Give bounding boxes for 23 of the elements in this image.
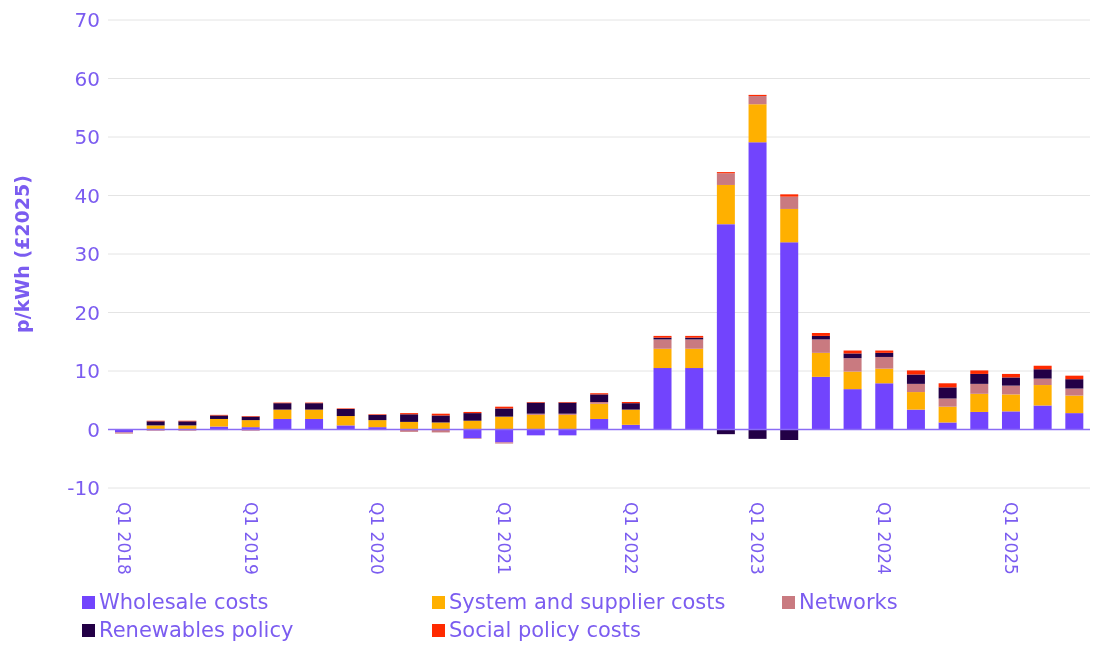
- legend-label: Social policy costs: [449, 618, 641, 642]
- y-tick-label: 0: [87, 417, 100, 442]
- y-tick-label: 60: [74, 66, 100, 91]
- y-tick-label: 70: [74, 8, 100, 33]
- x-tick-label: Q1 2024: [874, 502, 895, 575]
- y-tick-label: 40: [74, 183, 100, 208]
- x-tick-label: Q1 2023: [747, 502, 768, 575]
- legend-label: Wholesale costs: [99, 590, 269, 614]
- x-tick-label: Q1 2021: [493, 502, 514, 575]
- legend-label: Renewables policy: [99, 618, 294, 642]
- x-tick-label: Q1 2022: [620, 502, 641, 575]
- y-tick-label: 20: [74, 300, 100, 325]
- y-tick-label: 50: [74, 125, 100, 150]
- y-tick-label: 10: [74, 359, 100, 384]
- legend-label: Networks: [799, 590, 898, 614]
- x-tick-label: Q1 2020: [367, 502, 388, 575]
- y-tick-label: 30: [74, 242, 100, 267]
- legend-label: System and supplier costs: [449, 590, 726, 614]
- y-axis-title: p/kWh (£2025): [10, 175, 33, 333]
- x-tick-label: Q1 2018: [113, 502, 134, 575]
- x-tick-label: Q1 2019: [240, 502, 261, 575]
- x-tick-label: Q1 2025: [1000, 502, 1021, 575]
- y-tick-label: -10: [67, 476, 100, 501]
